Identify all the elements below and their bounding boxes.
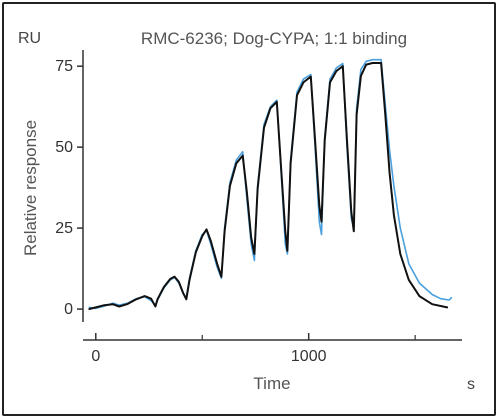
y-unit-label: RU bbox=[18, 30, 41, 47]
y-tick-label: 75 bbox=[55, 58, 73, 75]
chart-title: RMC-6236; Dog-CYPA; 1:1 binding bbox=[141, 29, 407, 48]
y-tick-label: 50 bbox=[55, 139, 73, 156]
x-tick-label: 1000 bbox=[291, 348, 327, 365]
axes: 0 25 50 75 0 1000 bbox=[55, 50, 462, 365]
y-axis-label: Relative response bbox=[21, 120, 40, 256]
x-axis-label: Time bbox=[253, 374, 290, 393]
series-layer bbox=[88, 58, 453, 310]
y-tick-label: 0 bbox=[64, 301, 73, 318]
series-line-measured bbox=[88, 62, 449, 310]
x-unit-label: s bbox=[467, 376, 475, 393]
series-line-fit bbox=[88, 58, 453, 310]
y-tick-label: 25 bbox=[55, 220, 73, 237]
x-tick-label: 0 bbox=[91, 348, 100, 365]
